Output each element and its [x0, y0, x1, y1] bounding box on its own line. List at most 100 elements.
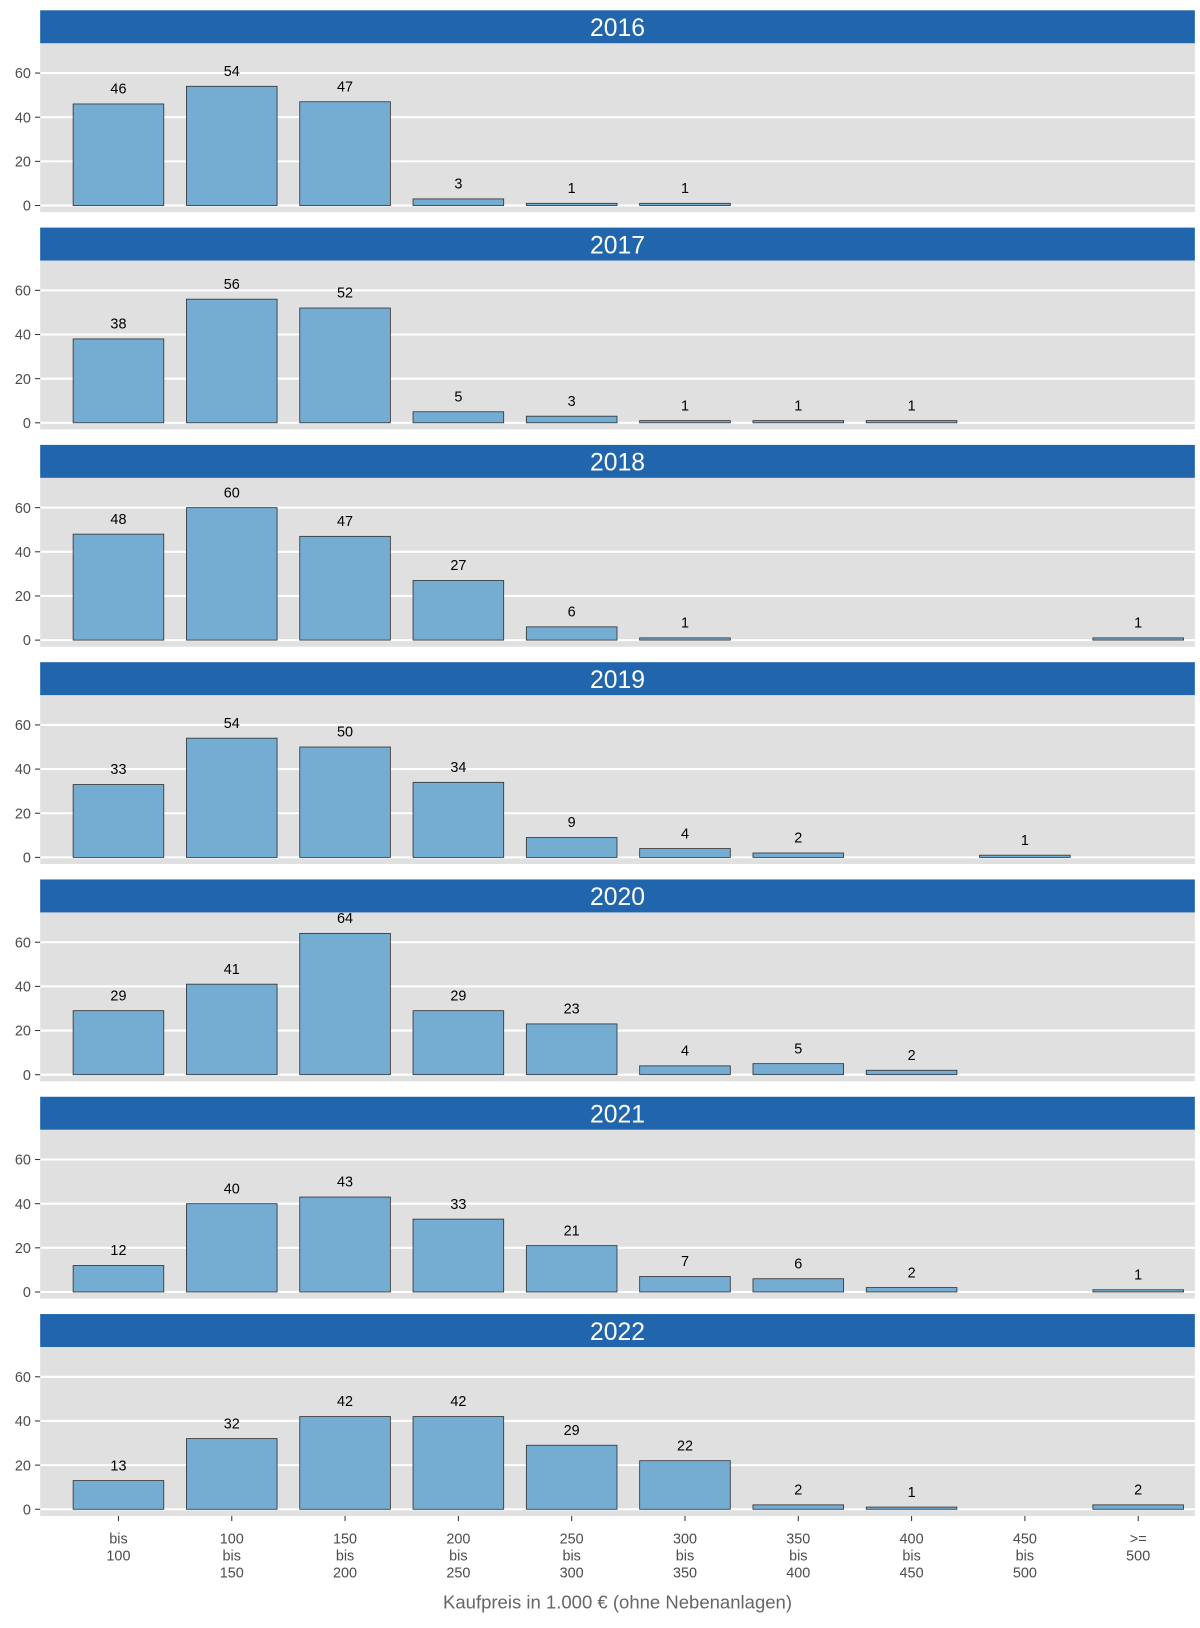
- data-label: 34: [450, 760, 466, 776]
- y-tick-label: 20: [15, 372, 31, 388]
- y-tick-label: 60: [15, 283, 31, 299]
- y-tick-label: 20: [15, 1024, 31, 1040]
- bar: [412, 1218, 505, 1293]
- data-label: 33: [110, 762, 126, 778]
- data-label: 12: [110, 1243, 126, 1259]
- y-tick-label: 20: [15, 589, 31, 605]
- bar: [525, 1245, 618, 1293]
- bar: [186, 737, 278, 858]
- y-tick-label: 60: [15, 66, 31, 82]
- data-label: 3: [568, 394, 576, 410]
- bar: [752, 1504, 845, 1510]
- panel-title: 2019: [590, 667, 645, 694]
- bar: [299, 307, 391, 424]
- data-label: 2: [794, 1483, 802, 1499]
- data-label: 54: [224, 716, 240, 732]
- panel-title: 2021: [590, 1102, 645, 1129]
- y-tick-label: 40: [15, 762, 31, 778]
- data-label: 46: [110, 82, 126, 98]
- bar: [525, 626, 618, 641]
- data-label: 27: [450, 558, 466, 574]
- y-tick-label: 0: [23, 851, 31, 867]
- data-label: 6: [568, 605, 576, 621]
- bar: [639, 420, 731, 424]
- bar: [639, 1460, 731, 1510]
- data-label: 64: [337, 911, 353, 927]
- bar: [639, 1276, 731, 1293]
- data-label: 23: [564, 1002, 580, 1018]
- bar: [525, 202, 618, 206]
- bar: [752, 420, 845, 424]
- y-tick-label: 0: [23, 416, 31, 432]
- data-label: 2: [908, 1265, 916, 1281]
- bar: [299, 1196, 391, 1293]
- bar: [525, 1444, 618, 1510]
- x-tick-label: 150 bis 200: [333, 1532, 357, 1582]
- y-tick-label: 60: [15, 1370, 31, 1386]
- data-label: 56: [224, 277, 240, 293]
- y-tick-label: 20: [15, 806, 31, 822]
- data-label: 1: [681, 616, 689, 632]
- y-tick-label: 40: [15, 545, 31, 561]
- bar: [72, 1265, 165, 1293]
- data-label: 22: [677, 1438, 693, 1454]
- bar: [299, 932, 391, 1076]
- bar: [865, 1287, 958, 1293]
- y-tick-label: 40: [15, 1197, 31, 1213]
- bar: [412, 580, 505, 641]
- x-tick-label: >= 500: [1126, 1532, 1150, 1565]
- y-tick-label: 0: [23, 199, 31, 215]
- strip: [40, 10, 1195, 44]
- strip: [40, 1096, 1195, 1130]
- data-label: 1: [794, 398, 802, 414]
- data-label: 4: [681, 826, 689, 842]
- bar: [752, 1278, 845, 1293]
- bar: [525, 837, 618, 858]
- bar: [186, 983, 278, 1076]
- y-tick-label: 0: [23, 1068, 31, 1084]
- data-label: 1: [1134, 1267, 1142, 1283]
- panel-title: 2022: [590, 1319, 645, 1346]
- bar: [1092, 1289, 1184, 1293]
- bar: [412, 1010, 505, 1076]
- x-tick-label: 200 bis 250: [446, 1532, 470, 1582]
- data-label: 50: [337, 725, 353, 741]
- bar: [72, 1480, 165, 1510]
- data-label: 2: [1134, 1483, 1142, 1499]
- data-label: 7: [681, 1254, 689, 1270]
- x-tick-label: bis 100: [106, 1532, 130, 1565]
- bar: [72, 338, 165, 424]
- data-label: 1: [1021, 833, 1029, 849]
- panel-title: 2016: [590, 15, 645, 42]
- data-label: 52: [337, 286, 353, 302]
- panel-title: 2017: [590, 232, 645, 259]
- bar: [752, 852, 845, 858]
- data-label: 42: [337, 1394, 353, 1410]
- data-label: 48: [110, 512, 126, 528]
- strip: [40, 1314, 1195, 1348]
- y-tick-label: 40: [15, 1414, 31, 1430]
- strip: [40, 444, 1195, 478]
- bar: [979, 854, 1071, 858]
- bar: [186, 1438, 278, 1510]
- y-tick-label: 40: [15, 328, 31, 344]
- y-tick-label: 40: [15, 980, 31, 996]
- y-tick-label: 60: [15, 718, 31, 734]
- data-label: 29: [450, 988, 466, 1004]
- data-label: 32: [224, 1416, 240, 1432]
- data-label: 3: [454, 177, 462, 193]
- y-tick-label: 40: [15, 110, 31, 126]
- data-label: 4: [681, 1044, 689, 1060]
- data-label: 47: [337, 79, 353, 95]
- bar: [412, 1416, 505, 1510]
- x-tick-label: 250 bis 300: [560, 1532, 584, 1582]
- strip: [40, 227, 1195, 261]
- data-label: 42: [450, 1394, 466, 1410]
- data-label: 9: [568, 815, 576, 831]
- bar: [72, 103, 165, 206]
- bar: [1092, 637, 1184, 641]
- bar: [1092, 1504, 1184, 1510]
- bar: [186, 85, 278, 206]
- data-label: 6: [794, 1256, 802, 1272]
